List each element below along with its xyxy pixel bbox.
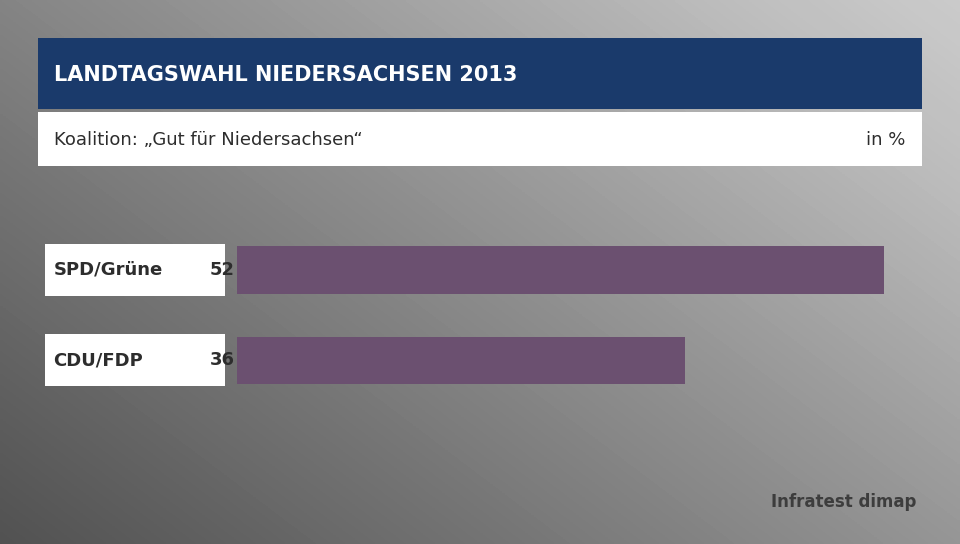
Text: 36: 36 (210, 351, 235, 369)
Text: CDU/FDP: CDU/FDP (54, 351, 143, 369)
Text: Koalition: „Gut für Niedersachsen“: Koalition: „Gut für Niedersachsen“ (55, 131, 363, 149)
Text: Infratest dimap: Infratest dimap (772, 493, 917, 511)
Bar (44, 244, 225, 296)
Text: LANDTAGSWAHL NIEDERSACHSEN 2013: LANDTAGSWAHL NIEDERSACHSEN 2013 (55, 65, 517, 85)
Bar (237, 337, 685, 384)
Bar (237, 246, 884, 294)
Text: 52: 52 (210, 261, 235, 279)
Bar (44, 335, 225, 386)
Text: in %: in % (866, 131, 905, 149)
Text: SPD/Grüne: SPD/Grüne (54, 261, 162, 279)
